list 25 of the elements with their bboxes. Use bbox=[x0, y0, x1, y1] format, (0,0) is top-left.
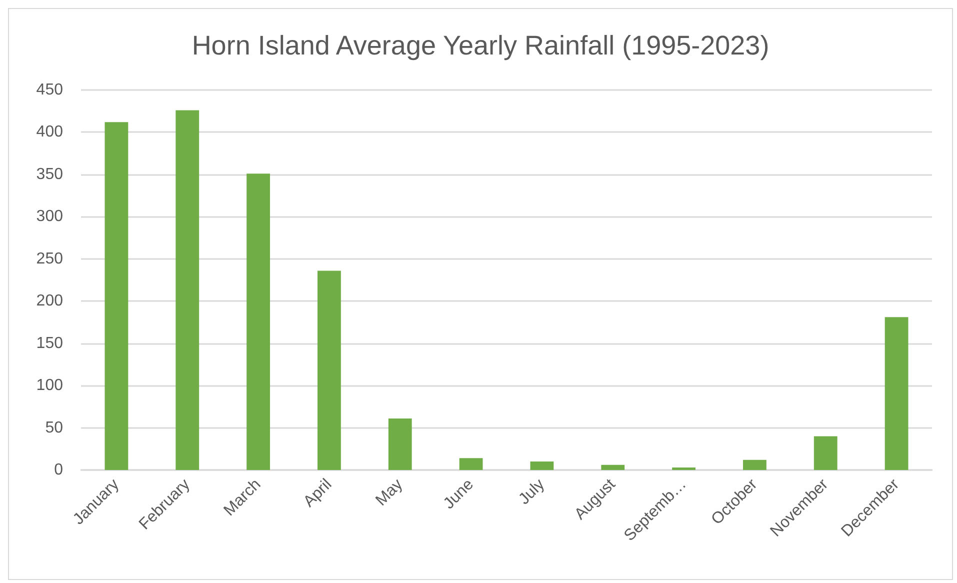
chart-title: Horn Island Average Yearly Rainfall (1995-2023) bbox=[192, 30, 770, 60]
y-tick-label: 50 bbox=[45, 419, 64, 436]
y-tick-label: 400 bbox=[36, 124, 64, 141]
bar bbox=[672, 467, 696, 470]
y-tick-label: 0 bbox=[54, 462, 64, 478]
y-tick-label: 450 bbox=[36, 82, 64, 98]
y-tick-label: 350 bbox=[36, 166, 64, 183]
y-tick-label: 100 bbox=[36, 377, 64, 394]
bar bbox=[884, 317, 908, 470]
bar bbox=[601, 464, 625, 470]
bar bbox=[743, 460, 766, 470]
y-tick-label: 250 bbox=[36, 250, 64, 268]
x-tick-label: May bbox=[372, 476, 406, 510]
y-tick-label: 300 bbox=[36, 208, 64, 226]
bar bbox=[104, 122, 128, 470]
y-tick-label: 200 bbox=[36, 292, 64, 310]
bar bbox=[318, 270, 341, 470]
bar bbox=[530, 462, 554, 470]
bar bbox=[176, 110, 200, 470]
y-tick-label: 150 bbox=[36, 334, 64, 352]
bar bbox=[246, 174, 270, 470]
bar bbox=[814, 436, 838, 470]
bar bbox=[388, 418, 412, 470]
bar bbox=[459, 458, 483, 470]
x-tick-label: July bbox=[516, 476, 548, 508]
